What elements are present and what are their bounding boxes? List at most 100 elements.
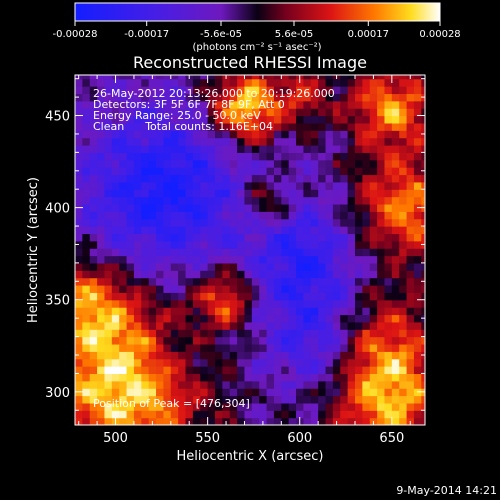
heatmap-cell bbox=[332, 130, 341, 139]
heatmap-cell bbox=[148, 395, 157, 404]
heatmap-cell bbox=[215, 152, 223, 161]
heatmap-cell bbox=[391, 321, 400, 330]
heatmap-cell bbox=[97, 314, 106, 323]
heatmap-cell bbox=[97, 336, 106, 345]
heatmap-cell bbox=[325, 336, 334, 345]
heatmap-cell bbox=[119, 292, 128, 301]
heatmap-cell bbox=[82, 255, 91, 264]
heatmap-cell bbox=[148, 388, 157, 397]
heatmap-cell bbox=[148, 218, 157, 227]
heatmap-cell bbox=[207, 351, 216, 360]
heatmap-cell bbox=[170, 380, 179, 389]
heatmap-cell bbox=[369, 115, 378, 124]
heatmap-cell bbox=[207, 86, 216, 95]
heatmap-cell bbox=[377, 137, 386, 146]
heatmap-cell bbox=[391, 93, 400, 102]
heatmap-cell bbox=[266, 388, 275, 397]
heatmap-cell bbox=[170, 159, 179, 168]
heatmap-cell bbox=[185, 410, 194, 419]
heatmap-cell bbox=[237, 343, 246, 352]
heatmap-cell bbox=[200, 358, 209, 367]
heatmap-cell bbox=[97, 174, 106, 183]
heatmap-cell bbox=[104, 137, 113, 146]
heatmap-cell bbox=[413, 226, 422, 235]
heatmap-cell bbox=[303, 307, 312, 316]
heatmap-cell bbox=[222, 410, 231, 419]
heatmap-cell bbox=[200, 115, 209, 124]
heatmap-cell bbox=[413, 174, 422, 183]
heatmap-cell bbox=[244, 152, 253, 161]
heatmap-cell bbox=[207, 75, 216, 80]
heatmap-cell bbox=[178, 189, 187, 198]
heatmap-cell bbox=[288, 86, 297, 95]
heatmap-cell bbox=[141, 233, 150, 242]
heatmap-cell bbox=[296, 351, 305, 360]
heatmap-cell bbox=[288, 196, 297, 205]
heatmap-cell bbox=[266, 145, 275, 153]
heatmap-cell bbox=[325, 78, 334, 87]
heatmap-cell bbox=[200, 351, 209, 360]
heatmap-cell bbox=[259, 189, 268, 198]
heatmap-cell bbox=[229, 262, 238, 271]
heatmap-cell bbox=[399, 270, 408, 279]
heatmap-cell bbox=[318, 226, 327, 235]
heatmap-cell bbox=[318, 233, 327, 242]
heatmap-cell bbox=[377, 226, 386, 235]
heatmap-cell bbox=[200, 380, 209, 389]
heatmap-cell bbox=[347, 226, 356, 235]
heatmap-cell bbox=[369, 167, 378, 176]
heatmap-cell bbox=[148, 329, 157, 338]
heatmap-cell bbox=[133, 122, 142, 131]
heatmap-cell bbox=[296, 395, 305, 404]
heatmap-cell bbox=[119, 115, 128, 124]
heatmap-cell bbox=[133, 203, 142, 212]
heatmap-cell bbox=[207, 270, 216, 279]
heatmap-cell bbox=[207, 218, 216, 227]
heatmap-cell bbox=[421, 255, 425, 264]
heatmap-cell bbox=[126, 395, 135, 404]
heatmap-cell bbox=[310, 218, 319, 227]
heatmap-cell bbox=[399, 196, 408, 205]
heatmap-cell bbox=[273, 395, 282, 404]
heatmap-cell bbox=[192, 137, 201, 146]
heatmap-cell bbox=[104, 329, 113, 338]
heatmap-cell bbox=[369, 100, 378, 109]
heatmap-cell bbox=[251, 167, 260, 176]
colorbar bbox=[74, 2, 441, 22]
heatmap-cell bbox=[215, 218, 223, 227]
heatmap-cell bbox=[97, 358, 106, 367]
heatmap-cell bbox=[288, 233, 297, 242]
heatmap-cell bbox=[259, 380, 268, 389]
heatmap-cell bbox=[296, 402, 305, 411]
heatmap-cell bbox=[229, 196, 238, 205]
heatmap-cell bbox=[325, 108, 334, 117]
heatmap-cell bbox=[318, 285, 327, 293]
heatmap-cell bbox=[126, 417, 135, 425]
heatmap-cell bbox=[318, 211, 327, 220]
heatmap-cell bbox=[355, 314, 363, 323]
heatmap-cell bbox=[97, 292, 106, 301]
heatmap-cell bbox=[82, 145, 91, 153]
heatmap-cell bbox=[163, 358, 172, 367]
heatmap-cell bbox=[178, 255, 187, 264]
heatmap-cell bbox=[89, 226, 98, 235]
heatmap-cell bbox=[104, 373, 113, 382]
heatmap-cell bbox=[303, 410, 312, 419]
heatmap-cell bbox=[340, 285, 349, 293]
heatmap-cell bbox=[399, 285, 408, 293]
heatmap-cell bbox=[325, 75, 334, 80]
heatmap-cell bbox=[377, 93, 386, 102]
heatmap-cell bbox=[413, 277, 422, 286]
heatmap-cell bbox=[237, 255, 246, 264]
heatmap-cell bbox=[325, 174, 334, 183]
heatmap-cell bbox=[163, 248, 172, 257]
heatmap-cell bbox=[126, 130, 135, 139]
heatmap-cell bbox=[237, 145, 246, 153]
heatmap-cell bbox=[207, 189, 216, 198]
heatmap-cell bbox=[75, 270, 83, 279]
heatmap-cell bbox=[185, 174, 194, 183]
heatmap-cell bbox=[163, 292, 172, 301]
heatmap-cell bbox=[192, 167, 201, 176]
heatmap-cell bbox=[75, 159, 83, 168]
heatmap-cell bbox=[310, 366, 319, 375]
